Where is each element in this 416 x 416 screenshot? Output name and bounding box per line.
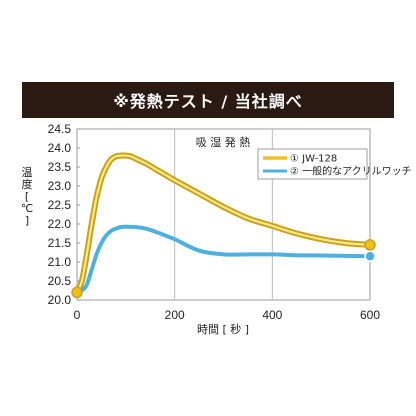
y-tick-label: 24.5: [48, 122, 72, 136]
x-tick-label: 400: [262, 308, 282, 322]
series-end-marker: [364, 239, 376, 251]
y-tick-label: 24.0: [48, 141, 72, 155]
y-tick-label: 20.5: [48, 274, 72, 288]
y-axis-title-char: ]: [25, 214, 29, 227]
x-axis-title: 時間 [ 秒 ]: [197, 322, 249, 336]
y-axis-title-char: 温: [22, 166, 33, 179]
y-tick-label: 21.0: [48, 255, 72, 269]
legend-label: ① JW-128: [290, 154, 337, 165]
series-1: [74, 152, 376, 296]
series-end-marker: [364, 250, 376, 263]
legend-box: [257, 148, 368, 180]
series-2: [75, 224, 376, 295]
y-tick-label: 22.5: [48, 198, 72, 212]
x-tick-label: 0: [74, 308, 81, 322]
series-line: [75, 154, 372, 294]
series-layer: [71, 152, 376, 299]
page-banner: ※発熱テスト / 当社調べ: [22, 82, 394, 118]
y-axis-title-char: [: [25, 190, 29, 203]
chart-title: 吸 湿 発 熱: [196, 135, 251, 149]
y-tick-label: 21.5: [48, 236, 72, 250]
banner-title: ※発熱テスト / 当社調べ: [113, 92, 303, 111]
series-start-marker: [71, 286, 83, 299]
y-tick-label: 23.5: [48, 160, 72, 174]
x-tick-label: 600: [360, 308, 380, 322]
tick-labels: 20.0 20.5 21.0 21.5 22.0 22.5 23.0 23.5 24.0 24.5…: [48, 122, 381, 322]
y-tick-label: 23.0: [48, 179, 72, 193]
series-line: [75, 224, 372, 295]
y-tick-label: 20.0: [48, 293, 72, 307]
y-tick-label: 22.0: [48, 217, 72, 231]
y-axis-title-char: ℃: [21, 202, 33, 215]
y-axis-title: 温度[℃]: [21, 166, 33, 227]
legend-label: ② 一般的なアクリルワッチ: [290, 165, 412, 178]
x-tick-label: 200: [165, 308, 185, 322]
y-axis-title-char: 度: [22, 177, 33, 191]
